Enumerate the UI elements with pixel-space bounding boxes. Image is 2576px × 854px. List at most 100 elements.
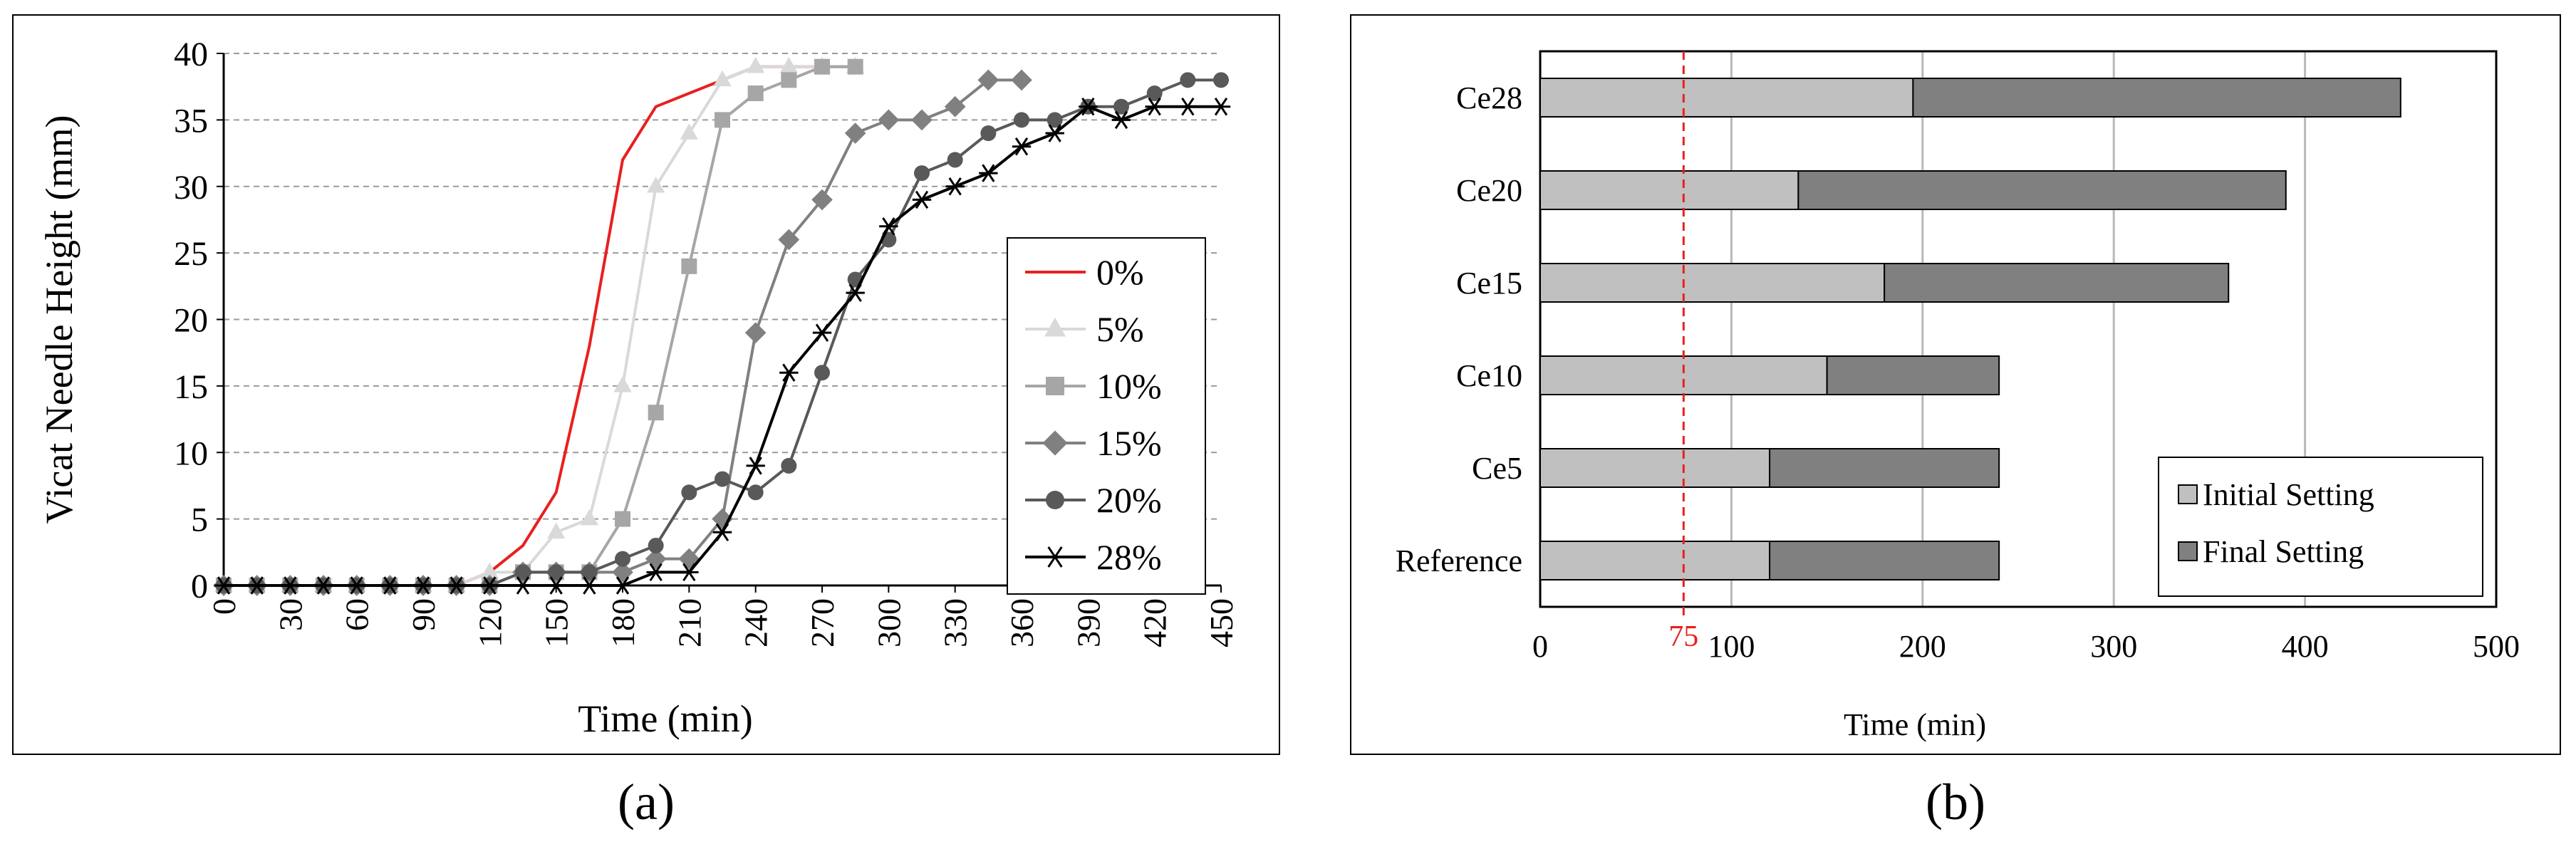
x-tick-label: 120 bbox=[472, 598, 508, 647]
data-point bbox=[1211, 97, 1231, 116]
data-point bbox=[1180, 72, 1196, 88]
category-label: Ce10 bbox=[1456, 358, 1522, 393]
x-axis-title: Time (min) bbox=[578, 697, 753, 740]
data-point bbox=[1145, 97, 1164, 116]
data-point bbox=[1011, 69, 1032, 91]
data-point bbox=[648, 405, 664, 421]
x-tick-label: 60 bbox=[339, 598, 375, 631]
data-point bbox=[713, 70, 732, 87]
data-point bbox=[715, 112, 730, 128]
data-point bbox=[747, 484, 764, 501]
category-label: Ce15 bbox=[1456, 266, 1522, 301]
x-tick-label: 90 bbox=[405, 598, 442, 631]
data-point bbox=[911, 109, 933, 131]
legend-label: 15% bbox=[1096, 423, 1162, 463]
data-point bbox=[947, 152, 963, 168]
data-point bbox=[413, 576, 433, 595]
data-point bbox=[844, 123, 866, 144]
x-tick-label: 180 bbox=[605, 598, 641, 647]
data-point bbox=[746, 457, 765, 475]
bar-segment bbox=[1539, 170, 1799, 210]
data-point bbox=[1113, 98, 1129, 115]
data-point bbox=[347, 576, 366, 595]
series-line bbox=[224, 65, 856, 587]
x-tick-label: 210 bbox=[671, 598, 707, 647]
chart-b: 0 100 200 300 400 500 Time (min) Ce28 Ce20 Ce15 Ce… bbox=[1396, 50, 2520, 742]
data-point bbox=[846, 283, 865, 302]
data-point bbox=[580, 509, 598, 526]
data-point bbox=[580, 576, 599, 595]
data-point bbox=[581, 564, 598, 580]
x-tick-label: 400 bbox=[2282, 629, 2329, 664]
data-point bbox=[747, 85, 764, 102]
plot-area-border bbox=[1539, 50, 2498, 608]
legend-box bbox=[1007, 237, 1206, 595]
bar-segment bbox=[1797, 170, 2287, 210]
y-tick-label: 5 bbox=[191, 501, 208, 539]
data-point bbox=[744, 322, 767, 344]
x-tick-label: 240 bbox=[738, 598, 774, 647]
series-10pct bbox=[216, 58, 863, 593]
data-point bbox=[313, 576, 333, 595]
data-point bbox=[680, 123, 698, 140]
data-point bbox=[977, 69, 999, 91]
chart-b-frame: 0 100 200 300 400 500 Time (min) Ce28 Ce20 Ce15 Ce… bbox=[1350, 14, 2561, 755]
series-line bbox=[224, 78, 1022, 587]
x-tick-label: 270 bbox=[804, 598, 841, 647]
data-point bbox=[1111, 110, 1131, 130]
data-point bbox=[546, 576, 566, 595]
data-point bbox=[1079, 97, 1098, 116]
legend-swatch bbox=[2178, 484, 2198, 504]
legend-label: 20% bbox=[1096, 480, 1162, 520]
x-tick-label: 30 bbox=[272, 598, 308, 631]
legend-label: 10% bbox=[1096, 366, 1162, 406]
x-tick-label: 150 bbox=[539, 598, 575, 647]
x-tick-label: 200 bbox=[1899, 629, 1946, 664]
data-point bbox=[447, 576, 466, 595]
x-tick-label: 450 bbox=[1203, 598, 1240, 647]
data-point bbox=[980, 125, 997, 142]
bar-segment bbox=[1539, 541, 1771, 580]
data-point bbox=[812, 323, 832, 342]
data-point bbox=[878, 109, 900, 131]
data-point bbox=[1014, 112, 1029, 128]
data-point bbox=[480, 576, 499, 595]
x-tick-label: 0 bbox=[206, 598, 242, 615]
data-point bbox=[1046, 377, 1064, 395]
series-28pct bbox=[214, 97, 1231, 595]
data-point bbox=[811, 189, 833, 211]
data-point bbox=[1042, 430, 1068, 456]
x-tick-label: 420 bbox=[1137, 598, 1173, 647]
x-tick-label: 300 bbox=[871, 598, 907, 647]
data-point bbox=[548, 564, 564, 580]
legend-label: Final Setting bbox=[2203, 534, 2364, 569]
chart-a: 0 5 10 15 20 25 30 35 40 0 30 60 90 120 150 180 210 240 27… bbox=[38, 36, 1240, 740]
bar-segment bbox=[1539, 263, 1886, 303]
reference-line-label: 75 bbox=[1668, 620, 1698, 653]
legend-label: 5% bbox=[1096, 309, 1144, 349]
data-point bbox=[647, 177, 665, 193]
data-point bbox=[281, 576, 300, 595]
category-label: Reference bbox=[1396, 543, 1522, 578]
x-tick-label: 300 bbox=[2090, 629, 2137, 664]
category-label: Ce28 bbox=[1456, 80, 1522, 115]
data-point bbox=[547, 522, 566, 539]
data-point bbox=[380, 576, 400, 595]
data-point bbox=[914, 165, 930, 182]
x-tick-label: 500 bbox=[2473, 629, 2520, 664]
data-point bbox=[680, 563, 699, 582]
bar-segment bbox=[1826, 355, 2000, 395]
data-point bbox=[979, 164, 998, 182]
y-tick-label: 35 bbox=[174, 102, 208, 140]
data-point bbox=[513, 576, 533, 595]
bar-segment bbox=[1884, 263, 2230, 303]
bar-segment bbox=[1769, 448, 2000, 488]
y-tick-label: 20 bbox=[174, 302, 208, 340]
data-point bbox=[1044, 546, 1066, 568]
legend: Initial Setting Final Setting bbox=[2158, 457, 2483, 597]
legend-box bbox=[2158, 457, 2483, 597]
legend-label: 0% bbox=[1096, 252, 1144, 292]
y-tick-label: 10 bbox=[174, 434, 208, 472]
data-point bbox=[648, 537, 664, 553]
bar-segment bbox=[1539, 78, 1914, 118]
